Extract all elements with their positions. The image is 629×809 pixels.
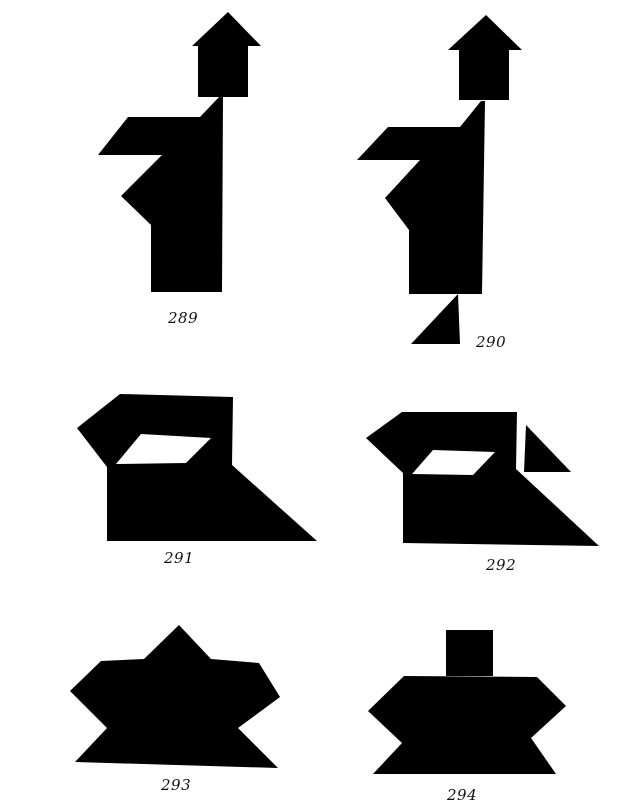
fig290-body-piece xyxy=(357,101,485,294)
fig291-parallelogram-hole xyxy=(116,434,211,464)
fig289-body-piece xyxy=(98,96,223,292)
tangram-figure-292 xyxy=(366,412,599,546)
tangram-figure-293 xyxy=(70,625,280,768)
figure-label-294: 294 xyxy=(447,786,478,804)
tangram-figure-290 xyxy=(357,15,522,344)
fig290-foot-triangle xyxy=(411,294,460,344)
tangram-figure-289 xyxy=(98,12,261,292)
fig289-head-piece xyxy=(192,12,261,97)
figure-label-289: 289 xyxy=(168,309,199,327)
tangram-figure-294 xyxy=(368,630,566,774)
fig292-parallelogram-hole xyxy=(412,450,495,475)
tangram-figure-291 xyxy=(77,394,317,541)
fig292-side-triangle xyxy=(524,425,571,472)
fig290-head-piece xyxy=(448,15,522,100)
figure-label-291: 291 xyxy=(164,549,195,567)
figure-label-293: 293 xyxy=(161,776,192,794)
figure-label-290: 290 xyxy=(476,333,507,351)
fig294-chimney-piece xyxy=(446,630,493,676)
fig291-outline-piece xyxy=(77,394,317,541)
fig292-outline-piece xyxy=(366,412,599,546)
fig294-body-piece xyxy=(368,676,566,774)
fig293-crown-piece xyxy=(70,625,280,768)
figure-label-292: 292 xyxy=(486,556,517,574)
